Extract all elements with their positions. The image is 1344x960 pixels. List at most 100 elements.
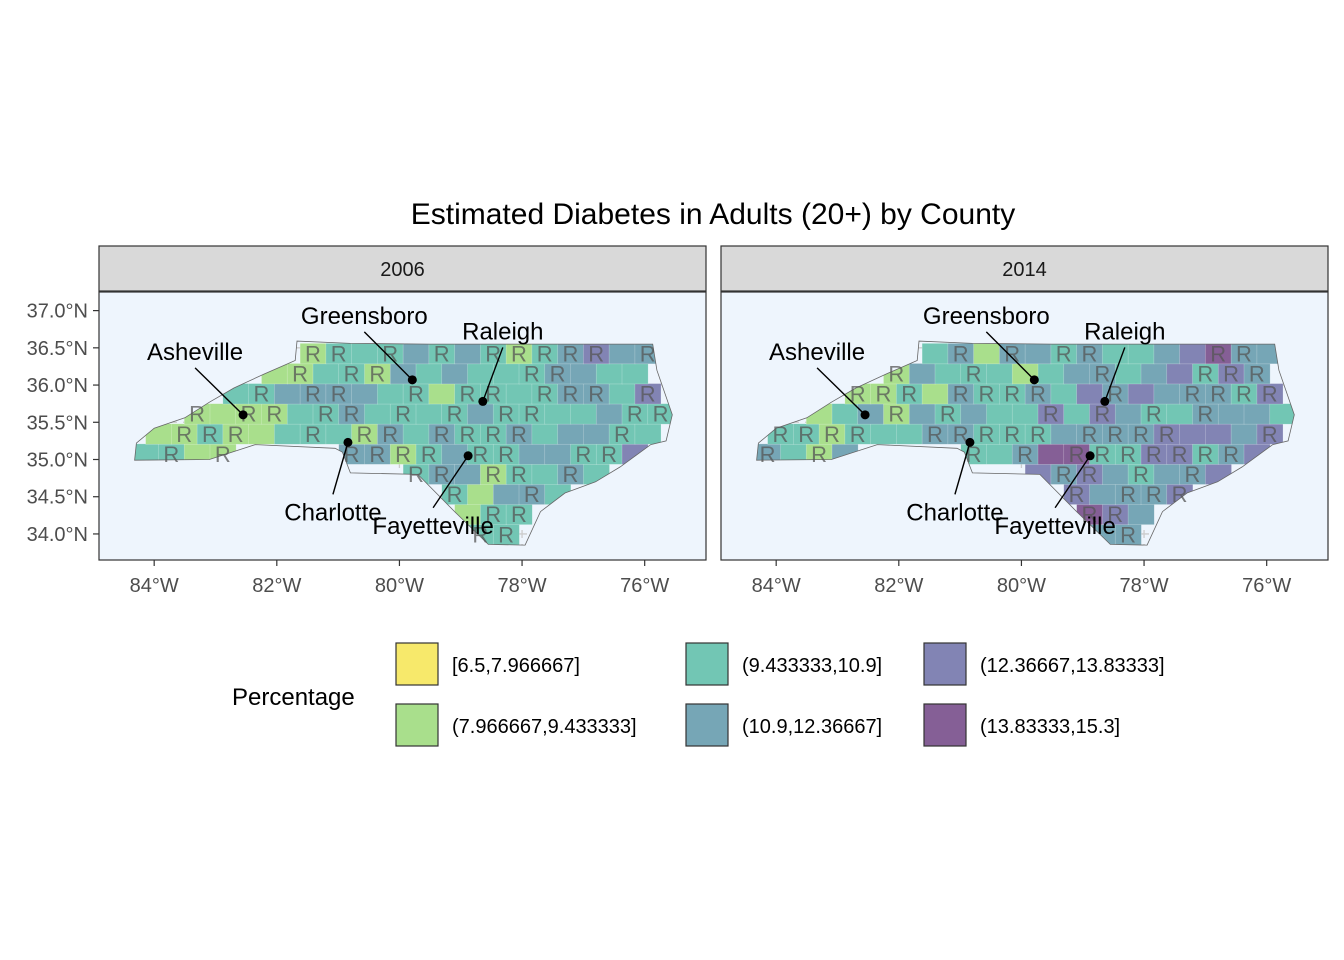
county-marker: R xyxy=(434,341,450,366)
city-point xyxy=(238,410,248,420)
county-marker: R xyxy=(888,362,904,387)
county-marker: R xyxy=(241,402,257,427)
county-marker: R xyxy=(1185,382,1201,407)
county-marker: R xyxy=(601,442,617,467)
city-leader-line xyxy=(1054,455,1091,509)
county-marker: R xyxy=(485,422,501,447)
y-tick-label: 34.0°N xyxy=(27,524,88,546)
outside-state-mask xyxy=(721,292,1328,560)
city-label: Asheville xyxy=(147,339,243,366)
county-shape xyxy=(1063,363,1091,385)
county-map-2006: R RR RR RR R R R RR R R R R R R R R RR R R R R R R R R R RR R R R R R R R… xyxy=(99,292,706,560)
county-marker: R xyxy=(1236,382,1252,407)
city-point xyxy=(343,437,353,447)
county-marker: R xyxy=(966,442,982,467)
legend-label: (9.433333,10.9] xyxy=(742,655,882,677)
county-marker: R xyxy=(485,382,501,407)
county-marker: R xyxy=(344,442,360,467)
county-marker: R xyxy=(614,422,630,447)
county-marker: R xyxy=(305,422,321,447)
x-axis-2014: 84°W 82°W 80°W 78°W 76°W xyxy=(752,560,1291,597)
county-marker: R xyxy=(1185,462,1201,487)
county-marker: R xyxy=(1223,362,1239,387)
county-marker: R xyxy=(524,402,540,427)
county-marker: R xyxy=(434,462,450,487)
county-marker: R xyxy=(901,382,917,407)
county-marker: R xyxy=(1146,442,1162,467)
legend-label: (7.966667,9.433333] xyxy=(452,716,637,738)
county-marker: R xyxy=(1133,422,1149,447)
legend-label: [6.5,7.966667] xyxy=(452,655,580,677)
county-marker: R xyxy=(953,382,969,407)
legend-swatch xyxy=(685,642,729,686)
county-marker: R xyxy=(1004,341,1020,366)
city-label: Fayetteville xyxy=(372,513,493,540)
county-marker: R xyxy=(966,362,982,387)
county-marker: R xyxy=(460,422,476,447)
strip-label-2006: 2006 xyxy=(380,259,425,281)
city-annotations-2014: Asheville Greensboro Raleigh CharlotteFayet… xyxy=(769,303,1165,540)
county-marker: R xyxy=(653,402,669,427)
x-tick-label: 76°W xyxy=(620,575,669,597)
county-marker: R xyxy=(1004,422,1020,447)
county-marker: R xyxy=(1082,341,1098,366)
city-point xyxy=(860,410,870,420)
county-marker: R xyxy=(511,502,527,527)
county-marker: R xyxy=(408,382,424,407)
strip-label-2014: 2014 xyxy=(1002,259,1047,281)
panel-2014: 2014 RR RR R R RR R R RR R R R R R R R R R RR R R R R R R R R R R R R… xyxy=(720,245,1329,561)
county-marker: R xyxy=(382,341,398,366)
county-shape xyxy=(870,423,898,445)
county-marker: R xyxy=(369,362,385,387)
city-label: Asheville xyxy=(769,339,865,366)
county-map-2014: RR RR R R RR R R RR R R R R R R R R R RR R R R R R R R R R R R R RR R R R… xyxy=(721,292,1328,560)
county-marker: R xyxy=(318,402,334,427)
county-marker: R xyxy=(498,402,514,427)
city-label: Greensboro xyxy=(301,303,428,330)
county-marker: R xyxy=(1107,502,1123,527)
legend-swatch xyxy=(923,703,967,747)
county-marker: R xyxy=(395,402,411,427)
county-marker: R xyxy=(1017,442,1033,467)
y-axis: 34.0°N 34.5°N 35.0°N 35.5°N 36.0°N 36.5°N 37.0… xyxy=(27,301,99,546)
county-shape xyxy=(1140,363,1168,385)
county-marker: R xyxy=(331,382,347,407)
county-marker: R xyxy=(1120,482,1136,507)
county-marker: R xyxy=(1262,422,1278,447)
city-leader-line xyxy=(194,367,244,416)
county-marker: R xyxy=(563,341,579,366)
county-marker: R xyxy=(1107,422,1123,447)
county-marker: R xyxy=(953,341,969,366)
city-point xyxy=(965,437,975,447)
county-marker: R xyxy=(1056,341,1072,366)
y-tick-label: 37.0°N xyxy=(27,301,88,323)
panel-border-2006 xyxy=(98,291,707,561)
county-marker: R xyxy=(305,382,321,407)
county-marker: R xyxy=(485,502,501,527)
county-marker: R xyxy=(460,382,476,407)
legend-swatch xyxy=(395,642,439,686)
county-marker: R xyxy=(1082,422,1098,447)
county-marker: R xyxy=(575,442,591,467)
county-shape xyxy=(454,343,482,365)
legend-label: (12.36667,13.83333] xyxy=(980,655,1165,677)
city-point xyxy=(1085,451,1095,461)
county-marker: R xyxy=(1004,382,1020,407)
state-outline xyxy=(756,340,1295,546)
chart-title: Estimated Diabetes in Adults (20+) by Co… xyxy=(411,198,1015,231)
county-marker: R xyxy=(266,402,282,427)
legend-title: Percentage xyxy=(232,684,355,711)
legend-label: (10.9,12.36667] xyxy=(742,716,882,738)
county-marker: R xyxy=(888,402,904,427)
county-marker: R xyxy=(1249,362,1265,387)
y-tick-label: 34.5°N xyxy=(27,487,88,509)
legend-swatch xyxy=(685,703,729,747)
county-shape xyxy=(248,423,276,445)
county-marker: R xyxy=(369,442,385,467)
county-marker: R xyxy=(850,422,866,447)
strip-2006 xyxy=(98,245,707,292)
county-marker: R xyxy=(979,422,995,447)
county-shape xyxy=(896,423,923,445)
city-point xyxy=(1100,396,1110,406)
county-marker: R xyxy=(940,402,956,427)
